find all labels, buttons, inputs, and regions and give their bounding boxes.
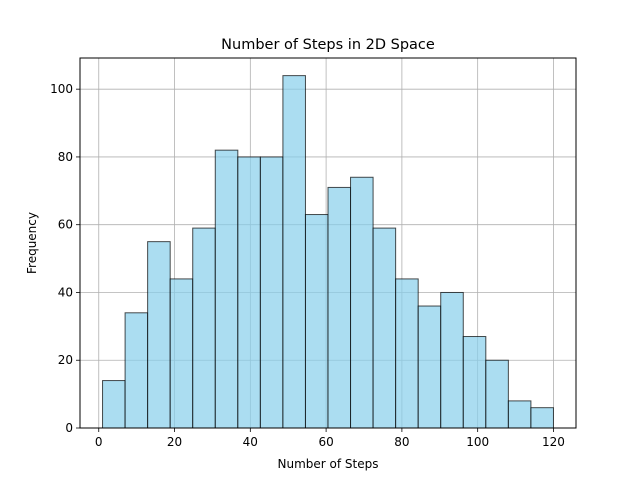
x-tick-label-6: 120 bbox=[542, 435, 565, 449]
y-tick-label-5: 100 bbox=[50, 82, 73, 96]
bar-9 bbox=[304, 214, 329, 429]
y-tick-label-2: 40 bbox=[58, 285, 73, 299]
bar-12 bbox=[372, 227, 397, 429]
bar-3 bbox=[169, 278, 194, 429]
bars bbox=[102, 75, 554, 429]
y-tick-label-1: 20 bbox=[58, 353, 73, 367]
x-tick-label-4: 80 bbox=[394, 435, 409, 449]
bar-18 bbox=[507, 400, 532, 429]
bar-11 bbox=[350, 176, 374, 429]
x-tick-label-5: 100 bbox=[466, 435, 489, 449]
x-tick-label-0: 0 bbox=[95, 435, 103, 449]
bar-13 bbox=[395, 278, 419, 429]
bar-15 bbox=[440, 291, 464, 429]
chart-title: Number of Steps in 2D Space bbox=[221, 37, 435, 53]
x-tick-label-3: 60 bbox=[318, 435, 333, 449]
bar-6 bbox=[237, 156, 261, 429]
bar-17 bbox=[485, 359, 509, 429]
x-tick-label-2: 40 bbox=[243, 435, 258, 449]
bar-5 bbox=[214, 149, 239, 429]
bar-0 bbox=[102, 380, 126, 429]
bar-10 bbox=[327, 186, 352, 429]
bar-1 bbox=[124, 312, 149, 429]
y-axis-label: Frequency bbox=[25, 212, 39, 274]
bar-2 bbox=[147, 241, 171, 429]
bar-7 bbox=[259, 156, 284, 429]
y-tick-label-4: 80 bbox=[58, 150, 73, 164]
x-axis-label: Number of Steps bbox=[278, 457, 379, 471]
y-tick-label-0: 0 bbox=[65, 421, 73, 435]
bar-16 bbox=[462, 336, 487, 429]
y-tick-label-3: 60 bbox=[58, 218, 73, 232]
bar-8 bbox=[282, 75, 306, 429]
x-axis-ticks: 0 20 40 60 80 100 120 bbox=[95, 428, 565, 449]
bar-4 bbox=[192, 227, 216, 429]
plot-frame bbox=[79, 57, 577, 429]
y-axis-ticks: 0 20 40 60 80 100 bbox=[50, 82, 80, 435]
x-tick-label-1: 20 bbox=[167, 435, 182, 449]
bar-19 bbox=[530, 407, 554, 429]
bar-14 bbox=[417, 305, 442, 429]
